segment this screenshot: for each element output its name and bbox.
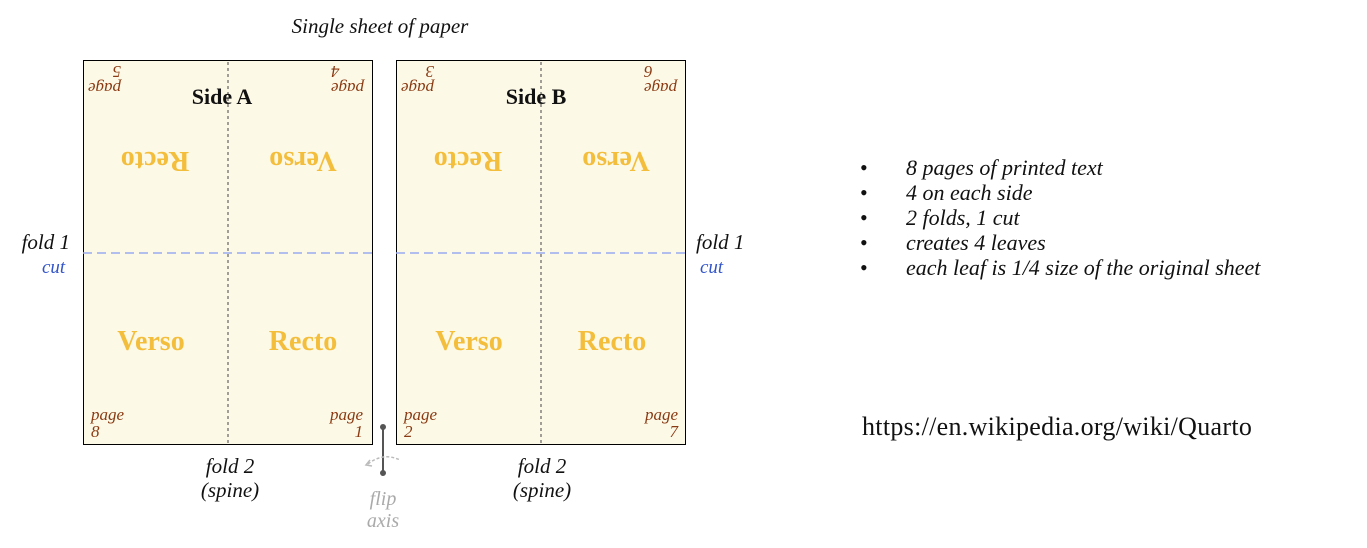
side-a-guides: [83, 62, 373, 443]
side-a-lower-left-verso: Verso: [117, 326, 185, 357]
side-b-lower-right-recto: Recto: [577, 326, 647, 357]
side-a-upper-left-recto: Recto: [120, 145, 190, 176]
flip-arrow-icon: [367, 456, 401, 465]
list-item: • 4 on each side: [860, 180, 1033, 205]
list-item: • 8 pages of printed text: [860, 155, 1103, 180]
side-a-page-1-label: page 1: [330, 405, 364, 441]
list-item: • each leaf is 1/4 size of the original s…: [860, 255, 1261, 280]
side-b-upper-right-verso: Verso: [582, 145, 650, 176]
side-b-page-7-label: page 7: [645, 405, 679, 441]
side-b-upper-left-recto: Recto: [433, 145, 503, 176]
side-a-cut-label: cut: [42, 257, 66, 278]
side-b-page-6-label: page 6: [644, 62, 678, 98]
side-b-page-3-label: page 3: [401, 62, 435, 98]
diagram-caption: Single sheet of paper: [291, 14, 469, 38]
side-a-page-4-label: page 4: [331, 62, 365, 98]
side-b-fold-1-label: fold 1: [696, 230, 745, 254]
side-b-lower-left-verso: Verso: [435, 326, 503, 357]
side-b-cut-label: cut: [700, 257, 724, 278]
list-item: • 2 folds, 1 cut: [860, 205, 1020, 230]
side-a-upper-right-verso: Verso: [269, 145, 337, 176]
side-b-page-2-label: page 2: [404, 405, 438, 441]
side-b-title: Side B: [505, 84, 567, 109]
source-url: https://en.wikipedia.org/wiki/Quarto: [862, 412, 1253, 441]
side-b-guides: [396, 62, 686, 443]
side-a-fold-1-label: fold 1: [21, 230, 70, 254]
side-a-lower-right-recto: Recto: [268, 326, 338, 357]
side-b-spine-label: fold 2 (spine): [512, 454, 572, 502]
side-a-page-5-label: page 5: [88, 62, 122, 98]
side-a-spine-label: fold 2 (spine): [200, 454, 260, 502]
facts-list: • 8 pages of printed text • 4 on each side…: [860, 155, 1260, 280]
list-item: • creates 4 leaves: [860, 230, 1046, 255]
flip-axis-marker: [364, 424, 401, 476]
flip-axis-label: flip axis: [366, 488, 400, 532]
side-a-page-8-label: page 8: [91, 405, 125, 441]
side-a-title: Side A: [191, 84, 253, 109]
